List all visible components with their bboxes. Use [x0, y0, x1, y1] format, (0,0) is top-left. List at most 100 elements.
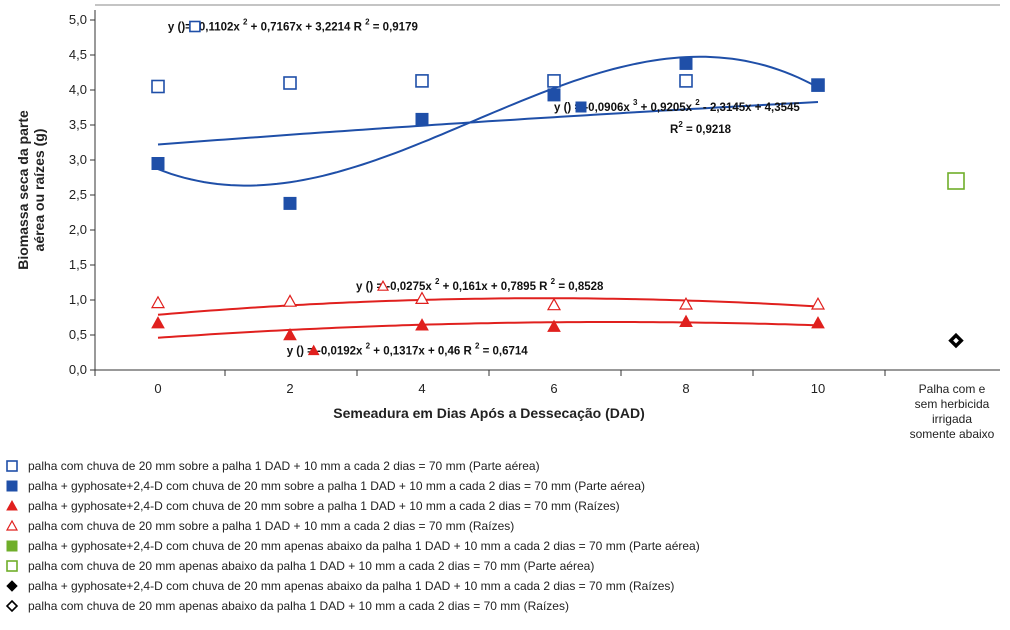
equation-text: y ()= -0,1102x 2 + 0,7167x + 3,2214 R 2 … — [168, 18, 418, 34]
legend-marker — [6, 499, 18, 511]
equation-text: R2 = 0,9218 — [670, 120, 732, 136]
data-point-series-1 — [415, 74, 429, 88]
equation-4: y () = -0,0192x 2 + 0,1317x + 0,46 R 2 =… — [287, 342, 529, 358]
equation-part: y ( — [356, 281, 370, 293]
legend-marker — [6, 460, 18, 472]
data-point-series-4 — [282, 294, 298, 307]
y-tick-label: 5,0 — [69, 12, 87, 27]
equation-part: y ( — [554, 102, 568, 114]
legend-marker — [6, 560, 18, 572]
legend-marker — [6, 540, 18, 552]
data-markers — [150, 56, 965, 349]
equation-text: y () = -0,0192x 2 + 0,1317x + 0,46 R 2 =… — [287, 342, 529, 358]
equation-superscript: 2 — [551, 277, 556, 286]
y-tick-label: 2,5 — [69, 187, 87, 202]
equation-symbol — [307, 344, 320, 356]
data-point-series-1 — [151, 79, 165, 94]
equation-part: + 0,7167x + 3,2214 R — [247, 22, 365, 34]
equation-part: y ( — [168, 22, 182, 34]
y-tick-label: 3,5 — [69, 117, 87, 132]
equation-superscript: 2 — [243, 18, 248, 27]
data-point-series-6 — [947, 172, 965, 190]
fit-curve-series-4 — [157, 297, 819, 316]
data-point-series-3 — [283, 327, 297, 341]
axes: 0,0 0,5 1,0 1,5 2,0 2,5 3,0 3,5 4,0 4,5 5,0 0 2 4 6 8 10… — [15, 4, 1000, 441]
legend-entry-label: palha + gyphosate+2,4-D com chuva de 20 … — [28, 539, 700, 553]
equation-2: y () = -0,0906x 3 + 0,9205x 2 - 2,3145x … — [554, 98, 800, 136]
y-tick-label: 0,0 — [69, 362, 87, 377]
legend-entry-label: palha com chuva de 20 mm apenas abaixo d… — [28, 599, 569, 613]
x-axis-title: Semeadura em Dias Após a Dessecação (DAD… — [333, 405, 645, 421]
data-point-series-4 — [546, 297, 562, 311]
equation-superscript: 2 — [365, 18, 370, 27]
equation-part: y ( — [287, 346, 301, 358]
equation-superscript: 2 — [435, 277, 440, 286]
y-tick-label: 1,5 — [69, 257, 87, 272]
equation-part: = 0,9218 — [683, 124, 732, 136]
data-point-series-2 — [151, 157, 165, 170]
equation-1: y ()= -0,1102x 2 + 0,7167x + 3,2214 R 2 … — [168, 18, 418, 34]
fit-curve-series-1 — [157, 101, 819, 146]
x-tick-label: 8 — [682, 381, 689, 396]
x-tick-label: 2 — [286, 381, 293, 396]
x-tick-label: 10 — [811, 381, 825, 396]
equation-superscript: 3 — [633, 98, 638, 107]
legend-entry-label: palha + gyphosate+2,4-D com chuva de 20 … — [28, 479, 645, 493]
x-tick-label: 6 — [550, 381, 557, 396]
legend: palha com chuva de 20 mm sobre a palha 1… — [5, 459, 700, 613]
fit-curves — [157, 55, 819, 339]
equation-symbol — [575, 101, 587, 113]
y-tick-label: 4,0 — [69, 82, 87, 97]
y-tick-label: 4,5 — [69, 47, 87, 62]
equation-superscript: 2 — [678, 120, 683, 129]
data-point-series-3 — [547, 319, 561, 332]
extra-category-label: somente abaixo — [910, 427, 995, 441]
data-point-series-3 — [151, 316, 165, 329]
equation-part: + 0,9205x — [637, 102, 695, 114]
extra-category-label: sem herbicida — [915, 397, 990, 411]
data-point-series-3 — [415, 318, 429, 331]
legend-marker — [6, 480, 18, 492]
y-tick-label: 3,0 — [69, 152, 87, 167]
equation-part: + 0,1317x + 0,46 R — [370, 346, 475, 358]
data-point-series-4 — [414, 291, 430, 304]
equation-text: y () = -0,0275x 2 + 0,161x + 0,7895 R 2 … — [356, 277, 604, 293]
data-point-series-1 — [283, 76, 297, 90]
legend-marker — [5, 599, 19, 613]
equation-3: y () = -0,0275x 2 + 0,161x + 0,7895 R 2 … — [356, 277, 604, 293]
equation-part: - 2,3145x + 4,3545 — [700, 102, 801, 114]
data-point-series-4 — [678, 296, 694, 310]
data-point-series-2 — [415, 112, 429, 126]
x-tick-label: 0 — [154, 381, 161, 396]
data-point-series-1 — [679, 74, 693, 88]
y-tick-label: 2,0 — [69, 222, 87, 237]
y-tick-label: 1,0 — [69, 292, 87, 307]
equation-part: + 0,161x + 0,7895 R — [439, 281, 550, 293]
equation-superscript: 2 — [475, 342, 480, 351]
data-point-series-4 — [150, 295, 166, 309]
equation-text: y () = -0,0906x 3 + 0,9205x 2 - 2,3145x … — [554, 98, 800, 114]
equation-symbol — [376, 279, 390, 291]
data-point-series-2 — [679, 56, 693, 70]
equation-superscript: 2 — [695, 98, 700, 107]
fit-curve-series-2 — [157, 55, 819, 187]
legend-entry-label: palha + gyphosate+2,4-D com chuva de 20 … — [28, 499, 620, 513]
extra-category-label: Palha com e — [919, 382, 986, 396]
equation-part: = 0,8528 — [555, 281, 604, 293]
y-tick-label: 0,5 — [69, 327, 87, 342]
extra-category-label: irrigada — [932, 412, 972, 426]
legend-marker — [5, 519, 19, 531]
equation-symbol — [189, 20, 201, 33]
legend-marker — [6, 580, 18, 592]
equation-superscript: 2 — [366, 342, 371, 351]
equation-part: = 0,6714 — [479, 346, 528, 358]
equation-part: R — [670, 124, 679, 136]
data-point-series-2 — [547, 88, 561, 102]
data-point-series-2 — [811, 78, 825, 92]
data-point-series-4 — [810, 296, 826, 310]
equations: y ()= -0,1102x 2 + 0,7167x + 3,2214 R 2 … — [168, 18, 801, 358]
legend-entry-label: palha com chuva de 20 mm sobre a palha 1… — [28, 519, 514, 533]
data-point-series-8 — [950, 335, 962, 346]
legend-entry-label: palha + gyphosate+2,4-D com chuva de 20 … — [28, 579, 674, 593]
